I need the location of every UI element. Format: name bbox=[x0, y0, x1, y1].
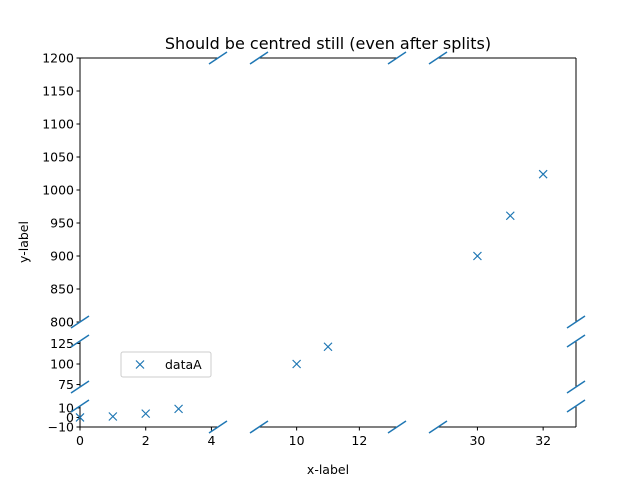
x-break-mark bbox=[428, 420, 448, 434]
y-break-mark bbox=[566, 399, 586, 413]
data-point bbox=[75, 413, 85, 422]
legend-label: dataA bbox=[165, 357, 202, 372]
data-points bbox=[75, 169, 548, 422]
x-break-mark bbox=[208, 420, 228, 434]
legend: dataA bbox=[120, 351, 212, 378]
y-break-mark bbox=[70, 334, 90, 348]
y-tick-label: 950 bbox=[50, 216, 74, 231]
y-tick-label: −10 bbox=[48, 420, 74, 435]
x-axis-label: x-label bbox=[307, 462, 349, 477]
y-tick-label: 1000 bbox=[42, 183, 74, 198]
data-point bbox=[292, 359, 302, 369]
y-break-mark bbox=[566, 380, 586, 394]
x-tick-label: 2 bbox=[142, 433, 150, 448]
x-tick-label: 32 bbox=[535, 433, 551, 448]
y-tick-label: 1050 bbox=[42, 150, 74, 165]
y-axis-label: y-label bbox=[16, 221, 31, 263]
y-tick-label: 0 bbox=[66, 410, 74, 425]
y-tick-label: 1150 bbox=[42, 84, 74, 99]
legend-marker-glyph bbox=[135, 360, 145, 369]
x-break-mark bbox=[387, 420, 407, 434]
data-point bbox=[473, 251, 482, 261]
x-tick-label: 12 bbox=[351, 433, 367, 448]
data-point bbox=[505, 211, 515, 221]
data-point bbox=[141, 409, 151, 419]
y-tick-label: 800 bbox=[50, 315, 74, 330]
y-tick-label: 10 bbox=[58, 400, 74, 415]
y-tick-label: 100 bbox=[50, 357, 74, 372]
data-point bbox=[108, 412, 118, 421]
data-point bbox=[538, 169, 548, 179]
x-break-mark bbox=[387, 51, 407, 65]
legend-box bbox=[120, 351, 212, 378]
y-tick-label: 1200 bbox=[42, 51, 74, 66]
y-tick-label: 125 bbox=[50, 336, 74, 351]
chart-title: Should be centred still (even after spli… bbox=[165, 34, 491, 53]
x-tick-label: 10 bbox=[289, 433, 305, 448]
y-tick-label: 900 bbox=[50, 249, 74, 264]
data-point bbox=[174, 404, 183, 414]
data-point bbox=[323, 342, 333, 352]
y-break-mark bbox=[566, 315, 586, 329]
x-break-mark bbox=[208, 51, 228, 65]
ticks: −100107510012580085090095010001050110011… bbox=[42, 51, 551, 449]
legend-marker bbox=[135, 360, 145, 369]
x-tick-label: 0 bbox=[76, 433, 84, 448]
y-break-mark bbox=[70, 399, 90, 413]
y-tick-label: 850 bbox=[50, 282, 74, 297]
y-tick-label: 75 bbox=[58, 377, 74, 392]
y-break-mark bbox=[70, 315, 90, 329]
x-tick-label: 30 bbox=[469, 433, 485, 448]
break-marks bbox=[70, 51, 586, 434]
x-break-mark bbox=[249, 420, 269, 434]
x-break-mark bbox=[428, 51, 448, 65]
y-tick-label: 1100 bbox=[42, 117, 74, 132]
x-tick-label: 4 bbox=[207, 433, 215, 448]
axes-frame bbox=[79, 57, 577, 428]
y-break-mark bbox=[70, 380, 90, 394]
x-break-mark bbox=[249, 51, 269, 65]
y-break-mark bbox=[566, 334, 586, 348]
